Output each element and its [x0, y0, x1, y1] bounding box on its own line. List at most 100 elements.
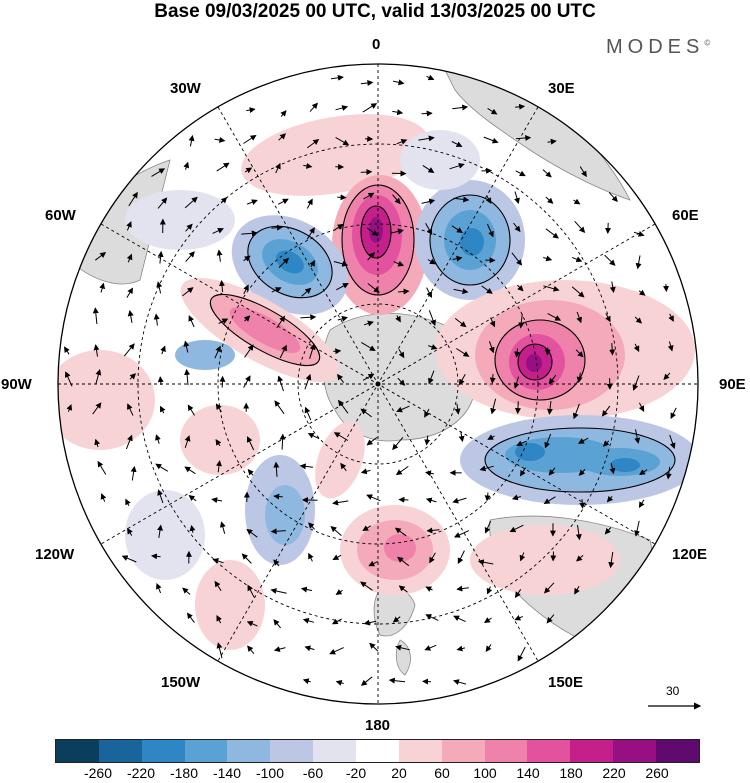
lon-label-150e: 150E	[548, 674, 584, 691]
wind-arrow	[243, 134, 257, 144]
wind-arrow	[574, 220, 586, 233]
colorbar	[55, 739, 700, 763]
wind-arrow	[335, 136, 350, 146]
colorbar-swatch	[356, 740, 399, 762]
wind-arrow	[95, 369, 102, 385]
wind-arrow	[489, 373, 496, 384]
wind-arrow	[308, 552, 314, 562]
wind-arrow	[670, 407, 677, 419]
wind-arrow	[483, 136, 499, 144]
wind-arrow	[189, 524, 196, 533]
colorbar-tick-label: -100	[255, 765, 285, 781]
wind-arrow	[398, 349, 405, 359]
wind-arrow	[638, 499, 645, 508]
wind-arrow	[509, 524, 524, 533]
wind-arrow	[184, 196, 198, 209]
wind-arrow	[188, 134, 195, 147]
lon-label-30e: 30E	[548, 80, 575, 97]
wind-arrow	[579, 166, 587, 178]
lon-label-30w: 30W	[170, 80, 201, 97]
wind-arrow	[425, 614, 439, 621]
wind-arrow	[396, 405, 410, 413]
wind-arrow	[280, 110, 287, 117]
wind-arrow	[338, 399, 349, 414]
colorbar-tick-label: 60	[434, 765, 450, 781]
wind-arrow	[514, 401, 521, 415]
wind-arrow	[219, 521, 226, 534]
wind-arrow	[394, 527, 407, 537]
wind-arrow	[453, 196, 470, 203]
wind-arrow	[127, 403, 134, 416]
wind-arrow	[301, 287, 312, 297]
wind-arrow	[609, 342, 616, 356]
wind-arrow	[360, 676, 373, 686]
wind-arrow	[157, 250, 164, 264]
wind-arrow	[299, 463, 314, 470]
wind-arrow	[426, 74, 435, 81]
wind-arrow	[602, 440, 610, 447]
wind-arrow	[309, 260, 316, 268]
wind-arrow	[308, 522, 315, 530]
wind-arrow	[300, 586, 312, 593]
wind-arrow	[362, 525, 372, 532]
wind-arrow	[518, 313, 525, 329]
colorbar-swatch	[270, 740, 314, 762]
wind-arrow	[483, 617, 492, 623]
wind-arrow	[307, 139, 320, 149]
wind-arrow	[576, 372, 583, 383]
wind-arrow	[514, 614, 524, 621]
wind-arrow	[458, 431, 465, 443]
wind-arrow	[243, 284, 249, 295]
wind-arrow	[360, 468, 371, 475]
wind-arrow	[484, 492, 491, 502]
wind-arrow	[307, 433, 320, 440]
wind-arrow	[273, 619, 281, 629]
wind-arrow	[397, 288, 410, 295]
wind-arrow	[544, 347, 551, 356]
wind-arrow	[424, 644, 437, 651]
wind-arrow	[604, 254, 616, 266]
wind-arrow	[392, 109, 404, 116]
wind-arrow	[479, 465, 494, 472]
wind-arrow	[304, 645, 315, 652]
wind-arrow	[575, 524, 582, 541]
wind-arrow	[127, 527, 133, 536]
wind-arrow	[183, 340, 190, 353]
colorbar-tick-label: 260	[645, 765, 669, 781]
wind-arrow	[390, 228, 404, 235]
wind-arrow	[185, 223, 193, 232]
lon-label-0: 0	[372, 36, 381, 53]
wind-arrow	[155, 463, 169, 472]
wind-arrow	[665, 466, 672, 480]
wind-arrow	[216, 615, 222, 624]
wind-arrow	[309, 102, 318, 112]
wind-arrow	[130, 465, 137, 481]
wind-arrow	[634, 520, 640, 537]
reference-vector-label: 30	[666, 684, 680, 698]
wind-arrow	[330, 74, 344, 81]
wind-arrow	[241, 553, 252, 564]
wind-arrow	[452, 497, 467, 504]
wind-arrow	[336, 283, 349, 291]
colorbar-tick-label: 220	[602, 765, 626, 781]
wind-arrow	[514, 589, 522, 599]
wind-arrow	[184, 466, 196, 475]
wind-arrow	[279, 433, 286, 450]
wind-arrow	[243, 315, 251, 322]
wind-arrow	[93, 344, 100, 357]
wind-arrow	[606, 495, 614, 503]
wind-arrow	[121, 555, 137, 563]
wind-arrow	[215, 439, 222, 447]
wind-arrow	[634, 429, 641, 444]
wind-arrow	[547, 313, 562, 321]
wind-arrow	[309, 343, 316, 359]
wind-arrow	[488, 341, 495, 354]
wind-arrow	[360, 79, 374, 86]
wind-arrow	[129, 373, 137, 380]
colorbar-swatch	[484, 740, 528, 762]
wind-arrow	[418, 135, 435, 142]
wind-arrow	[275, 162, 281, 174]
wind-arrow	[547, 401, 553, 415]
wind-arrow	[216, 642, 223, 659]
wind-arrow	[211, 497, 223, 504]
